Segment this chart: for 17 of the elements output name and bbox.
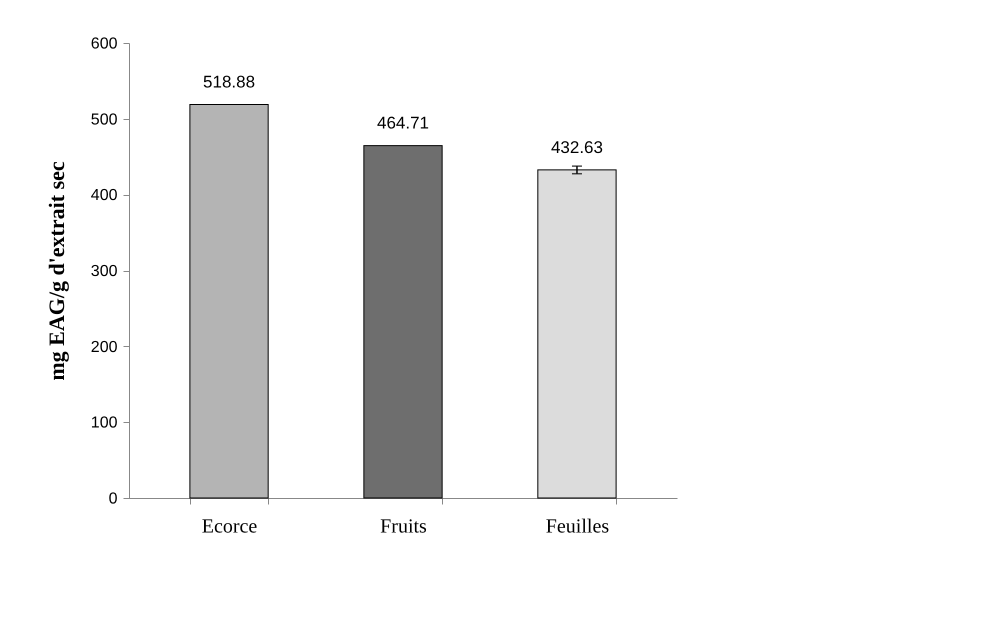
x-tick-label: Ecorce — [202, 516, 258, 538]
y-axis-title: mg EAG/g d'extrait sec — [44, 161, 69, 381]
y-tick-label: 200 — [90, 338, 118, 356]
y-tick-label: 400 — [90, 187, 118, 204]
x-tick-label: Feuilles — [546, 516, 610, 538]
bar — [537, 169, 617, 498]
data-label: 432.63 — [550, 138, 603, 157]
bar — [363, 145, 443, 498]
y-tick-label: 300 — [90, 263, 118, 280]
x-tick-label: Fruits — [380, 516, 428, 538]
data-label: 464.71 — [377, 114, 429, 133]
y-tick-label: 0 — [108, 490, 118, 508]
y-tick-label: 100 — [90, 414, 118, 432]
y-tick-label: 500 — [90, 111, 118, 128]
y-tick-label: 600 — [90, 36, 118, 52]
bar — [189, 104, 269, 498]
data-label: 518.88 — [203, 72, 256, 92]
